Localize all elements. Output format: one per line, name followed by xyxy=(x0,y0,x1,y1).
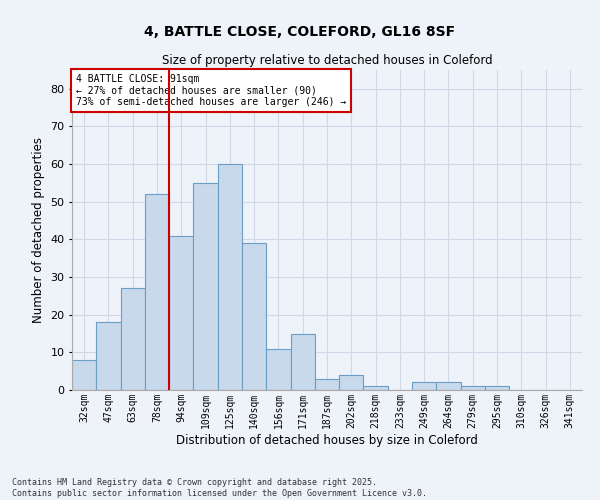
Text: 4, BATTLE CLOSE, COLEFORD, GL16 8SF: 4, BATTLE CLOSE, COLEFORD, GL16 8SF xyxy=(145,25,455,39)
Y-axis label: Number of detached properties: Number of detached properties xyxy=(32,137,44,323)
Bar xyxy=(364,386,388,390)
Bar xyxy=(461,386,485,390)
Bar xyxy=(485,386,509,390)
Bar xyxy=(121,288,145,390)
Bar xyxy=(169,236,193,390)
Bar xyxy=(339,375,364,390)
Text: Contains HM Land Registry data © Crown copyright and database right 2025.
Contai: Contains HM Land Registry data © Crown c… xyxy=(12,478,427,498)
Bar xyxy=(436,382,461,390)
Bar xyxy=(218,164,242,390)
Bar xyxy=(96,322,121,390)
Bar xyxy=(315,378,339,390)
Bar xyxy=(412,382,436,390)
Bar xyxy=(193,183,218,390)
Bar xyxy=(145,194,169,390)
Bar xyxy=(242,243,266,390)
Bar xyxy=(72,360,96,390)
Title: Size of property relative to detached houses in Coleford: Size of property relative to detached ho… xyxy=(161,54,493,68)
X-axis label: Distribution of detached houses by size in Coleford: Distribution of detached houses by size … xyxy=(176,434,478,446)
Bar xyxy=(290,334,315,390)
Text: 4 BATTLE CLOSE: 91sqm
← 27% of detached houses are smaller (90)
73% of semi-deta: 4 BATTLE CLOSE: 91sqm ← 27% of detached … xyxy=(76,74,346,108)
Bar xyxy=(266,348,290,390)
